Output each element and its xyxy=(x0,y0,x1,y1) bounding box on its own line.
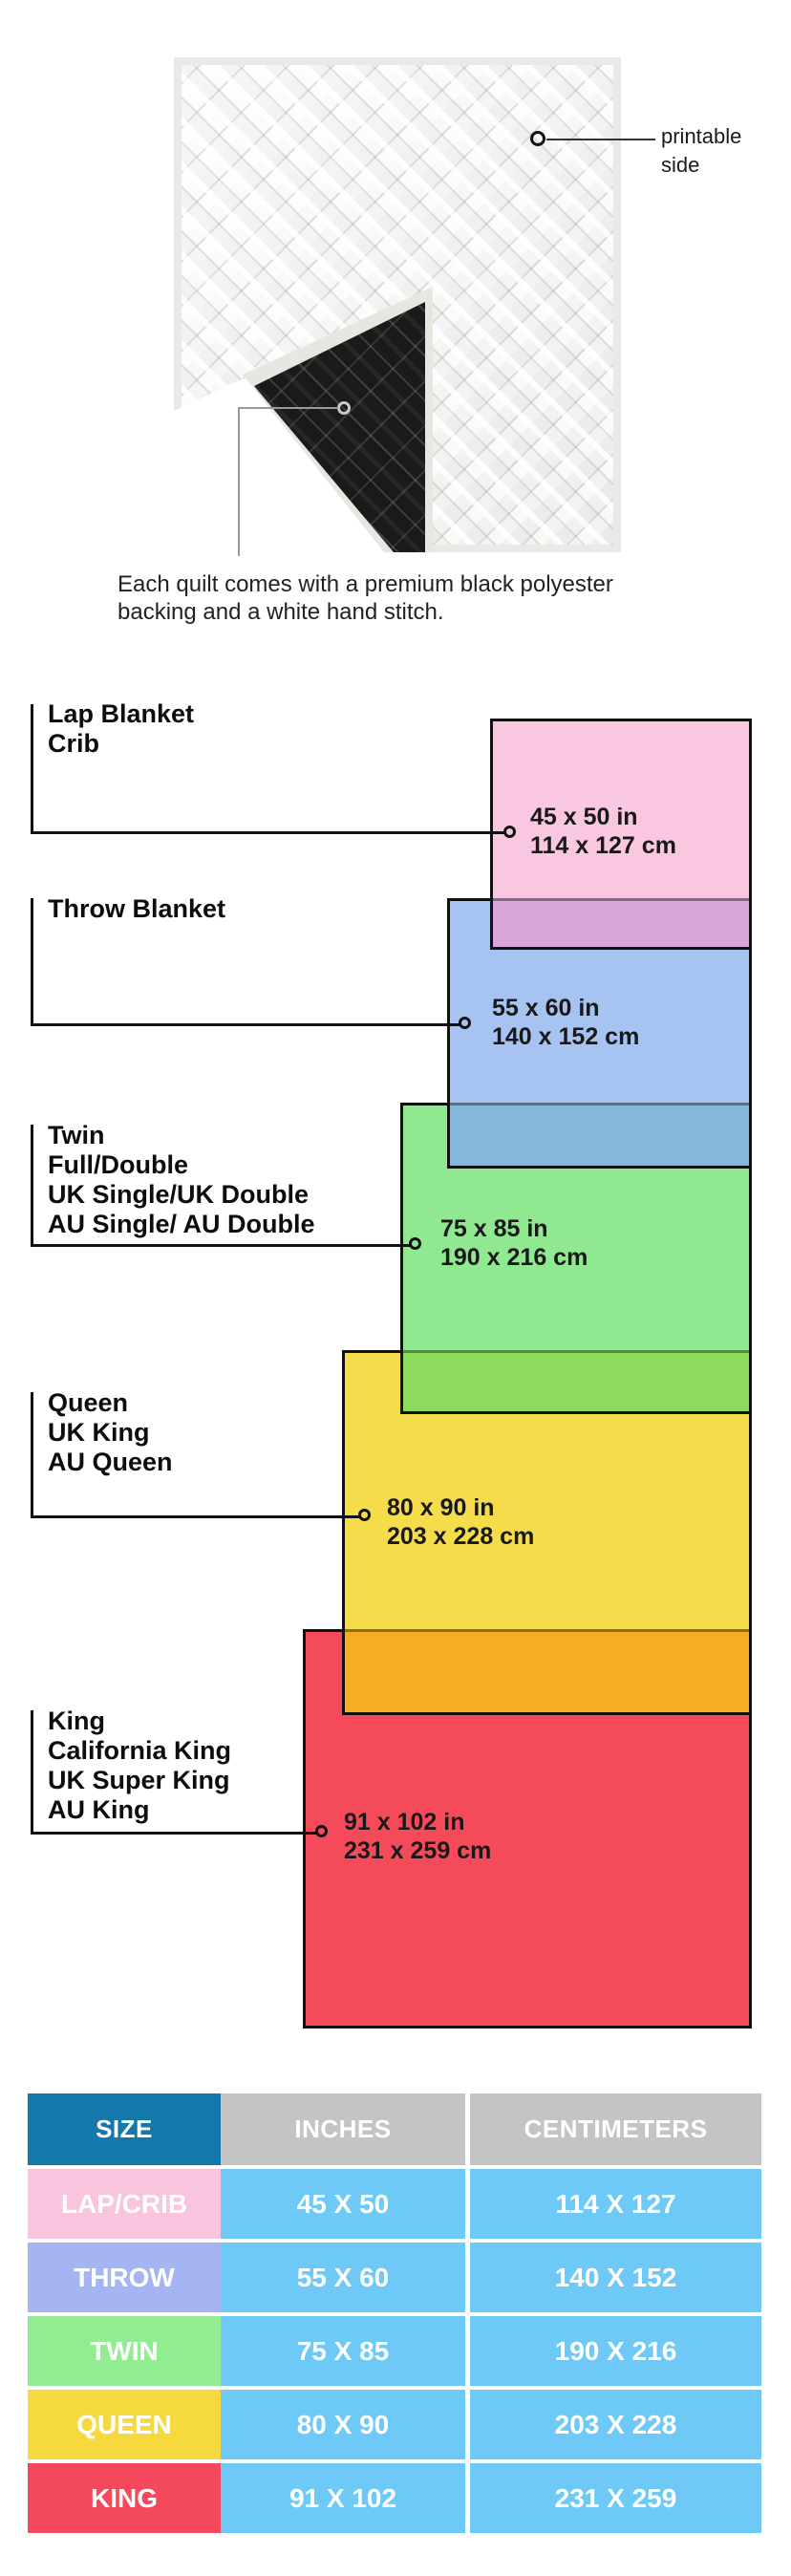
table-header-inches: INCHES xyxy=(221,2093,465,2165)
size-label-line: Throw Blanket xyxy=(48,894,226,923)
table-cell-cm: 203 X 228 xyxy=(470,2390,761,2459)
marker-circle-icon xyxy=(503,826,516,838)
size-label-line: Crib xyxy=(48,729,99,758)
size-label-line: UK King xyxy=(48,1418,150,1447)
size-annotation-inches: 55 x 60 in xyxy=(492,995,600,1021)
size-label-line: Lap Blanket xyxy=(48,699,195,728)
printable-side-label: printable side xyxy=(661,124,742,177)
size-annotation: 80 x 90 in 203 x 228 cm xyxy=(387,1493,534,1551)
backing-marker-icon xyxy=(337,401,351,415)
table-cell-cm: 190 X 216 xyxy=(470,2316,761,2386)
backing-caption-line1: Each quilt comes with a premium black po… xyxy=(118,571,613,597)
size-annotation-cm: 190 x 216 cm xyxy=(440,1244,588,1271)
printable-leader-line xyxy=(546,139,655,140)
table-cell-size: QUEEN xyxy=(28,2390,221,2459)
leader-line xyxy=(31,1023,460,1026)
table-header-centimeters: CENTIMETERS xyxy=(470,2093,761,2165)
leader-line xyxy=(31,1244,410,1247)
size-annotation: 75 x 85 in 190 x 216 cm xyxy=(440,1214,588,1272)
label-tick-line xyxy=(31,1710,33,1832)
backing-caption-line2: backing and a white hand stitch. xyxy=(118,599,444,625)
size-label-block: King California King UK Super King AU King xyxy=(48,1707,231,1825)
backing-leader-line-v xyxy=(238,407,240,556)
size-label-line: Full/Double xyxy=(48,1150,188,1179)
table-cell-size: KING xyxy=(28,2463,221,2533)
table-cell-inches: 91 X 102 xyxy=(221,2463,465,2533)
table-cell-cm: 231 X 259 xyxy=(470,2463,761,2533)
label-tick-line xyxy=(31,704,33,831)
overlap-band-1 xyxy=(450,1103,749,1166)
leader-line xyxy=(31,1515,359,1518)
size-label-line: AU Queen xyxy=(48,1448,173,1476)
printable-side-marker-icon xyxy=(530,131,545,146)
label-tick-line xyxy=(31,1125,33,1244)
size-label-block: Lap Blanket Crib xyxy=(48,699,194,759)
size-label-line: King xyxy=(48,1707,105,1735)
overlap-band-2 xyxy=(403,1350,749,1411)
size-annotation-inches: 80 x 90 in xyxy=(387,1494,495,1521)
size-label-block: Queen UK King AU Queen xyxy=(48,1388,173,1477)
marker-circle-icon xyxy=(358,1509,371,1521)
size-annotation-inches: 91 x 102 in xyxy=(344,1809,465,1835)
size-annotation-inches: 45 x 50 in xyxy=(530,804,638,830)
size-label-line: Twin xyxy=(48,1121,105,1149)
size-label-block: Twin Full/Double UK Single/UK Double AU Sin… xyxy=(48,1121,315,1239)
table-cell-size: TWIN xyxy=(28,2316,221,2386)
size-annotation: 91 x 102 in 231 x 259 cm xyxy=(344,1808,491,1865)
table-cell-inches: 45 X 50 xyxy=(221,2169,465,2239)
size-comparison-diagram: Lap Blanket Crib 45 x 50 in 114 x 127 cm Thr… xyxy=(31,699,752,2029)
table-cell-cm: 140 X 152 xyxy=(470,2243,761,2312)
overlap-band-0 xyxy=(493,898,749,947)
marker-circle-icon xyxy=(459,1017,471,1029)
size-annotation: 45 x 50 in 114 x 127 cm xyxy=(530,803,676,860)
size-label-block: Throw Blanket xyxy=(48,894,225,924)
size-label-line: Queen xyxy=(48,1388,129,1417)
size-label-line: UK Single/UK Double xyxy=(48,1180,310,1209)
size-annotation-cm: 140 x 152 cm xyxy=(492,1023,640,1050)
size-label-line: UK Super King xyxy=(48,1766,230,1794)
label-tick-line xyxy=(31,898,33,1023)
size-annotation: 55 x 60 in 140 x 152 cm xyxy=(492,994,639,1051)
size-annotation-cm: 114 x 127 cm xyxy=(530,832,676,859)
label-tick-line xyxy=(31,1392,33,1515)
size-label-line: California King xyxy=(48,1736,232,1765)
size-label-line: AU King xyxy=(48,1795,150,1824)
table-cell-inches: 80 X 90 xyxy=(221,2390,465,2459)
size-annotation-inches: 75 x 85 in xyxy=(440,1215,548,1242)
table-cell-inches: 75 X 85 xyxy=(221,2316,465,2386)
size-annotation-cm: 231 x 259 cm xyxy=(344,1837,492,1864)
leader-line xyxy=(31,1832,316,1835)
table-cell-inches: 55 X 60 xyxy=(221,2243,465,2312)
backing-leader-line-h xyxy=(239,407,338,409)
table-cell-size: LAP/CRIB xyxy=(28,2169,221,2239)
marker-circle-icon xyxy=(409,1237,421,1250)
overlap-band-3 xyxy=(345,1629,749,1712)
size-annotation-cm: 203 x 228 cm xyxy=(387,1523,535,1550)
leader-line xyxy=(31,831,504,834)
table-cell-size: THROW xyxy=(28,2243,221,2312)
marker-circle-icon xyxy=(315,1825,328,1837)
size-label-line: AU Single/ AU Double xyxy=(48,1210,315,1238)
quilt-folded-corner xyxy=(174,287,434,552)
table-header-size: SIZE xyxy=(28,2093,221,2165)
table-cell-cm: 114 X 127 xyxy=(470,2169,761,2239)
